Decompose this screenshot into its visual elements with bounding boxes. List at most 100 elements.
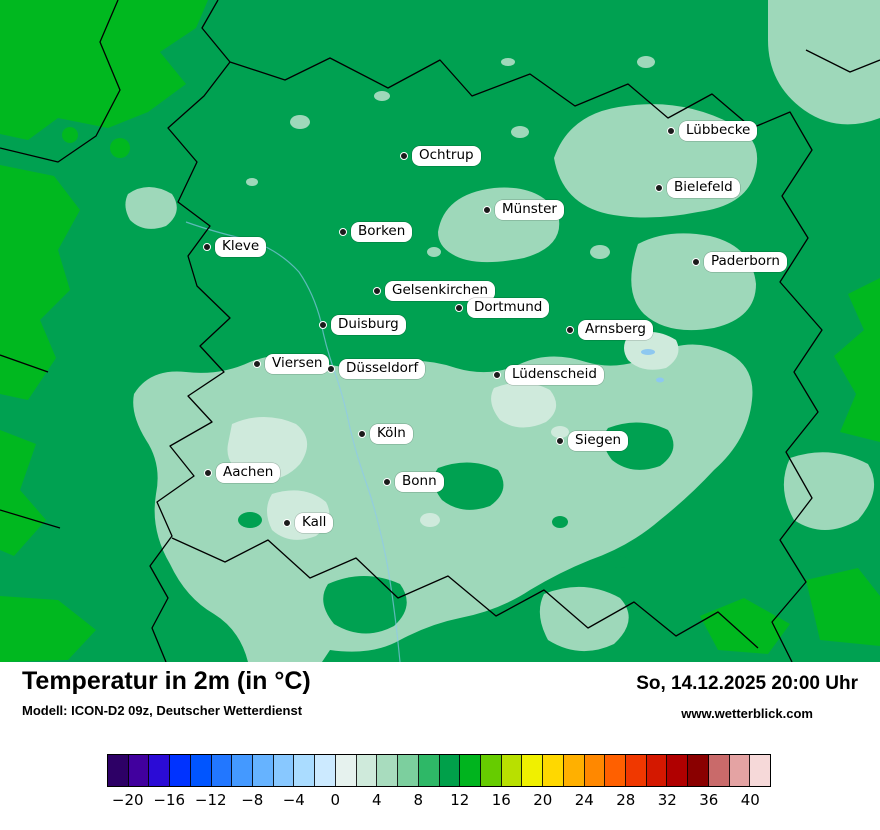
city-label: Bonn xyxy=(395,472,444,492)
model-info: Modell: ICON-D2 09z, Deutscher Wetterdie… xyxy=(22,703,303,718)
datetime-label: So, 14.12.2025 20:00 Uhr xyxy=(636,673,858,694)
city-label: Kleve xyxy=(215,237,267,257)
colorbar-tick-label: 0 xyxy=(330,791,341,809)
city-label: Ochtrup xyxy=(412,146,481,166)
colorbar-tick-label: −8 xyxy=(241,791,264,809)
city-dot xyxy=(400,152,408,160)
colorbar-segment xyxy=(232,755,254,786)
colorbar-tick-label: −20 xyxy=(111,791,144,809)
state-borders xyxy=(0,0,880,662)
footer-left: Temperatur in 2m (in °C) Modell: ICON-D2… xyxy=(22,666,311,718)
city-label: Duisburg xyxy=(331,315,406,335)
colorbar-segment xyxy=(729,755,751,786)
city-marker-layer: Ochtrup Lübbecke Bielefeld Münster Borken Kle… xyxy=(203,121,787,533)
colorbar-segment xyxy=(190,755,212,786)
colorbar-segment xyxy=(667,755,689,786)
colorbar-segment xyxy=(398,755,419,786)
colorbar-tick-label: 28 xyxy=(616,791,636,809)
website-link[interactable]: www.wetterblick.com xyxy=(681,706,813,721)
city-marker-aachen: Aachen xyxy=(204,463,281,483)
colorbar-tick-label: 16 xyxy=(491,791,511,809)
colorbar-segment xyxy=(149,755,171,786)
city-marker-duisburg: Duisburg xyxy=(319,315,406,335)
city-marker-arnsberg: Arnsberg xyxy=(566,320,653,340)
city-label: Siegen xyxy=(568,431,629,451)
city-dot xyxy=(493,371,501,379)
colorbar-segment xyxy=(501,755,523,786)
colorbar-segment xyxy=(315,755,336,786)
city-dot xyxy=(556,437,564,445)
city-marker-ochtrup: Ochtrup xyxy=(400,146,481,166)
colorbar-tick-label: 12 xyxy=(450,791,470,809)
city-dot xyxy=(483,206,491,214)
colorbar-segment xyxy=(605,755,626,786)
colorbar-segment xyxy=(522,755,544,786)
colorbar-segment xyxy=(584,755,606,786)
city-dot xyxy=(204,469,212,477)
colorbar-segment xyxy=(294,755,316,786)
city-label: Bielefeld xyxy=(667,178,740,198)
colorbar-segment xyxy=(356,755,378,786)
colorbar-tick-label: 24 xyxy=(574,791,594,809)
city-label: Viersen xyxy=(265,354,330,374)
colorbar-tick-label: 20 xyxy=(533,791,553,809)
city-marker-dsseldorf: Düsseldorf xyxy=(327,359,426,379)
city-marker-borken: Borken xyxy=(339,222,413,242)
city-label: Gelsenkirchen xyxy=(385,281,496,301)
colorbar-segment xyxy=(750,755,770,786)
page-title: Temperatur in 2m (in °C) xyxy=(22,667,311,695)
city-marker-mnster: Münster xyxy=(483,200,564,220)
city-marker-paderborn: Paderborn xyxy=(692,252,787,272)
city-marker-bonn: Bonn xyxy=(383,472,444,492)
colorbar-segment xyxy=(460,755,481,786)
colorbar-segment xyxy=(335,755,357,786)
colorbar-segment xyxy=(708,755,730,786)
city-marker-dortmund: Dortmund xyxy=(455,298,550,318)
city-marker-viersen: Viersen xyxy=(253,354,330,374)
city-dot xyxy=(203,243,211,251)
footer-right: So, 14.12.2025 20:00 Uhr www.wetterblick… xyxy=(636,672,858,721)
colorbar-segment xyxy=(273,755,295,786)
city-label: Düsseldorf xyxy=(339,359,426,379)
colorbar-tick-label: 4 xyxy=(371,791,382,809)
colorbar-segment xyxy=(439,755,461,786)
colorbar-segment xyxy=(170,755,191,786)
colorbar-segment xyxy=(377,755,399,786)
temperature-map: Ochtrup Lübbecke Bielefeld Münster Borken Kle… xyxy=(0,0,880,662)
city-dot xyxy=(566,326,574,334)
city-dot xyxy=(455,304,463,312)
city-label: Lübbecke xyxy=(679,121,758,141)
city-marker-ldenscheid: Lüdenscheid xyxy=(493,365,604,385)
map-graphic xyxy=(0,0,880,662)
colorbar-segment xyxy=(480,755,502,786)
colorbar-segment xyxy=(211,755,233,786)
city-label: Paderborn xyxy=(704,252,787,272)
city-dot xyxy=(667,127,675,135)
colorbar-segment xyxy=(418,755,440,786)
colorbar-tick-label: −12 xyxy=(194,791,227,809)
city-dot xyxy=(383,478,391,486)
colorbar-tick-labels: −20 −16 −12 −8 −4 0 4 8 12 16 20 24 28 32 36 40 xyxy=(107,791,771,811)
colorbar-segment xyxy=(108,755,129,786)
colorbar-segment xyxy=(253,755,274,786)
city-dot xyxy=(692,258,700,266)
city-marker-bielefeld: Bielefeld xyxy=(655,178,740,198)
colorbar-tick-label: 8 xyxy=(413,791,424,809)
city-marker-kleve: Kleve xyxy=(203,237,267,257)
colorbar-segment xyxy=(128,755,150,786)
city-label: Aachen xyxy=(216,463,281,483)
city-marker-siegen: Siegen xyxy=(556,431,629,451)
colorbar-tick-label: 32 xyxy=(657,791,677,809)
city-label: Arnsberg xyxy=(578,320,653,340)
city-dot xyxy=(339,228,347,236)
city-label: Borken xyxy=(351,222,413,242)
city-marker-kln: Köln xyxy=(358,424,413,444)
city-label: Lüdenscheid xyxy=(505,365,604,385)
colorbar-segment xyxy=(563,755,585,786)
colorbar-tick-label: −16 xyxy=(153,791,186,809)
city-dot xyxy=(373,287,381,295)
city-dot xyxy=(327,365,335,373)
city-marker-kall: Kall xyxy=(283,513,334,533)
city-label: Köln xyxy=(370,424,413,444)
